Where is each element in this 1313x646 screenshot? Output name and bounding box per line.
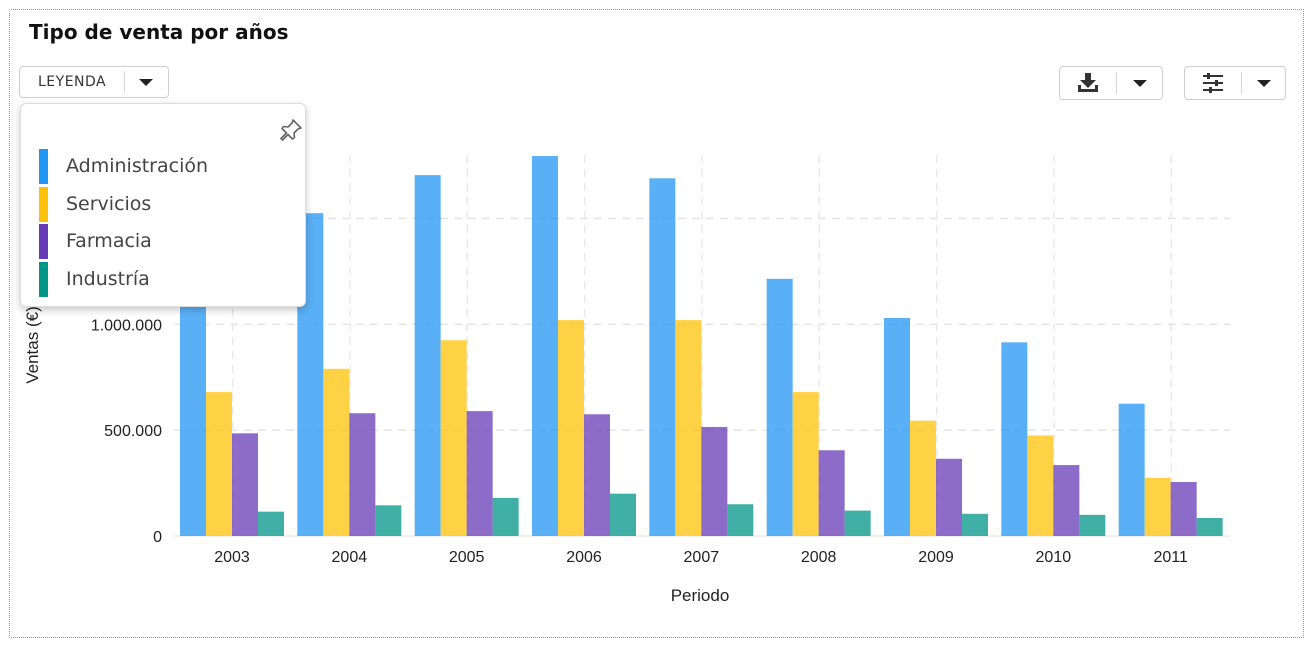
bar-farmacia-2004[interactable] — [349, 413, 376, 536]
legend-item-label: Farmacia — [66, 230, 152, 252]
chart-settings-button[interactable] — [1184, 66, 1286, 100]
x-tick-label: 2011 — [1153, 549, 1188, 566]
sliders-icon[interactable] — [1185, 72, 1241, 94]
bar-administración-2010[interactable] — [1001, 342, 1028, 536]
x-tick-label: 2005 — [449, 549, 485, 566]
legend-item-label: Servicios — [66, 193, 152, 215]
bar-servicios-2009[interactable] — [910, 420, 936, 536]
download-button[interactable] — [1059, 66, 1163, 100]
bar-industría-2010[interactable] — [1079, 514, 1106, 536]
y-tick-label: 500.000 — [104, 423, 162, 440]
chevron-down-icon — [139, 78, 153, 86]
x-tick-label: 2009 — [918, 549, 954, 566]
y-tick-label: 1.000.000 — [91, 317, 162, 334]
bar-servicios-2008[interactable] — [792, 392, 819, 536]
bar-farmacia-2007[interactable] — [701, 426, 728, 536]
bar-administración-2008[interactable] — [766, 278, 793, 536]
bar-farmacia-2010[interactable] — [1053, 465, 1080, 536]
bar-farmacia-2005[interactable] — [466, 411, 493, 536]
chart-title: Tipo de venta por años — [29, 20, 289, 44]
bar-industría-2007[interactable] — [727, 504, 754, 536]
bar-farmacia-2011[interactable] — [1170, 482, 1197, 536]
bar-administración-2007[interactable] — [649, 178, 676, 537]
bar-industría-2005[interactable] — [492, 497, 519, 536]
bar-servicios-2005[interactable] — [440, 340, 467, 536]
bar-servicios-2011[interactable] — [1144, 477, 1171, 536]
legend-item-farmacia[interactable]: Farmacia — [39, 223, 152, 259]
x-axis-title: Periodo — [671, 586, 730, 605]
x-tick-label: 2007 — [684, 549, 720, 566]
download-icon[interactable] — [1060, 72, 1116, 94]
legend-toggle-button[interactable]: LEYENDA — [19, 66, 169, 98]
divider — [1116, 72, 1117, 94]
chevron-down-icon — [1132, 79, 1147, 87]
divider — [124, 71, 125, 93]
bar-industría-2011[interactable] — [1196, 518, 1223, 536]
bar-farmacia-2009[interactable] — [936, 458, 962, 536]
bar-servicios-2004[interactable] — [323, 368, 350, 536]
legend-item-servicios[interactable]: Servicios — [39, 186, 151, 222]
bar-industría-2006[interactable] — [610, 493, 636, 536]
y-tick-label: 0 — [153, 529, 162, 546]
bar-servicios-2010[interactable] — [1027, 435, 1054, 536]
bar-servicios-2003[interactable] — [206, 392, 232, 536]
bar-servicios-2007[interactable] — [675, 320, 702, 536]
y-axis-title: Ventas (€) — [23, 306, 42, 384]
legend-item-label: Administración — [66, 155, 209, 177]
x-tick-label: 2004 — [332, 549, 368, 566]
chart-frame — [9, 9, 1304, 638]
legend-panel: Administración Servicios Farmacia Indust… — [20, 103, 306, 307]
x-tick-label: 2006 — [566, 549, 602, 566]
chevron-down-icon — [1256, 79, 1271, 87]
bar-farmacia-2006[interactable] — [584, 414, 610, 536]
x-tick-label: 2003 — [214, 549, 250, 566]
legend-item-industria[interactable]: Industría — [39, 261, 150, 297]
legend-swatch — [39, 148, 48, 184]
bar-administración-2011[interactable] — [1118, 403, 1145, 536]
bar-administración-2006[interactable] — [532, 156, 558, 536]
legend-button-label: LEYENDA — [38, 74, 107, 90]
x-tick-label: 2008 — [801, 549, 837, 566]
legend-item-label: Industría — [66, 268, 150, 290]
legend-swatch — [39, 186, 48, 222]
legend-swatch — [39, 261, 48, 297]
legend-dropdown-button[interactable] — [125, 78, 167, 86]
legend-swatch — [39, 223, 48, 259]
bar-industría-2003[interactable] — [258, 511, 284, 536]
legend-item-administracion[interactable]: Administración — [39, 148, 208, 184]
bar-administración-2005[interactable] — [414, 175, 441, 536]
settings-dropdown-button[interactable] — [1242, 79, 1285, 87]
bar-industría-2009[interactable] — [962, 513, 988, 536]
bar-administración-2009[interactable] — [884, 317, 910, 536]
pin-icon[interactable] — [279, 118, 303, 147]
divider — [1241, 72, 1242, 94]
bar-farmacia-2008[interactable] — [818, 450, 845, 536]
bar-industría-2008[interactable] — [844, 510, 871, 536]
bar-farmacia-2003[interactable] — [232, 433, 258, 536]
bar-industría-2004[interactable] — [375, 505, 402, 536]
bar-servicios-2006[interactable] — [558, 320, 584, 536]
x-tick-label: 2010 — [1036, 549, 1072, 566]
download-dropdown-button[interactable] — [1117, 79, 1162, 87]
